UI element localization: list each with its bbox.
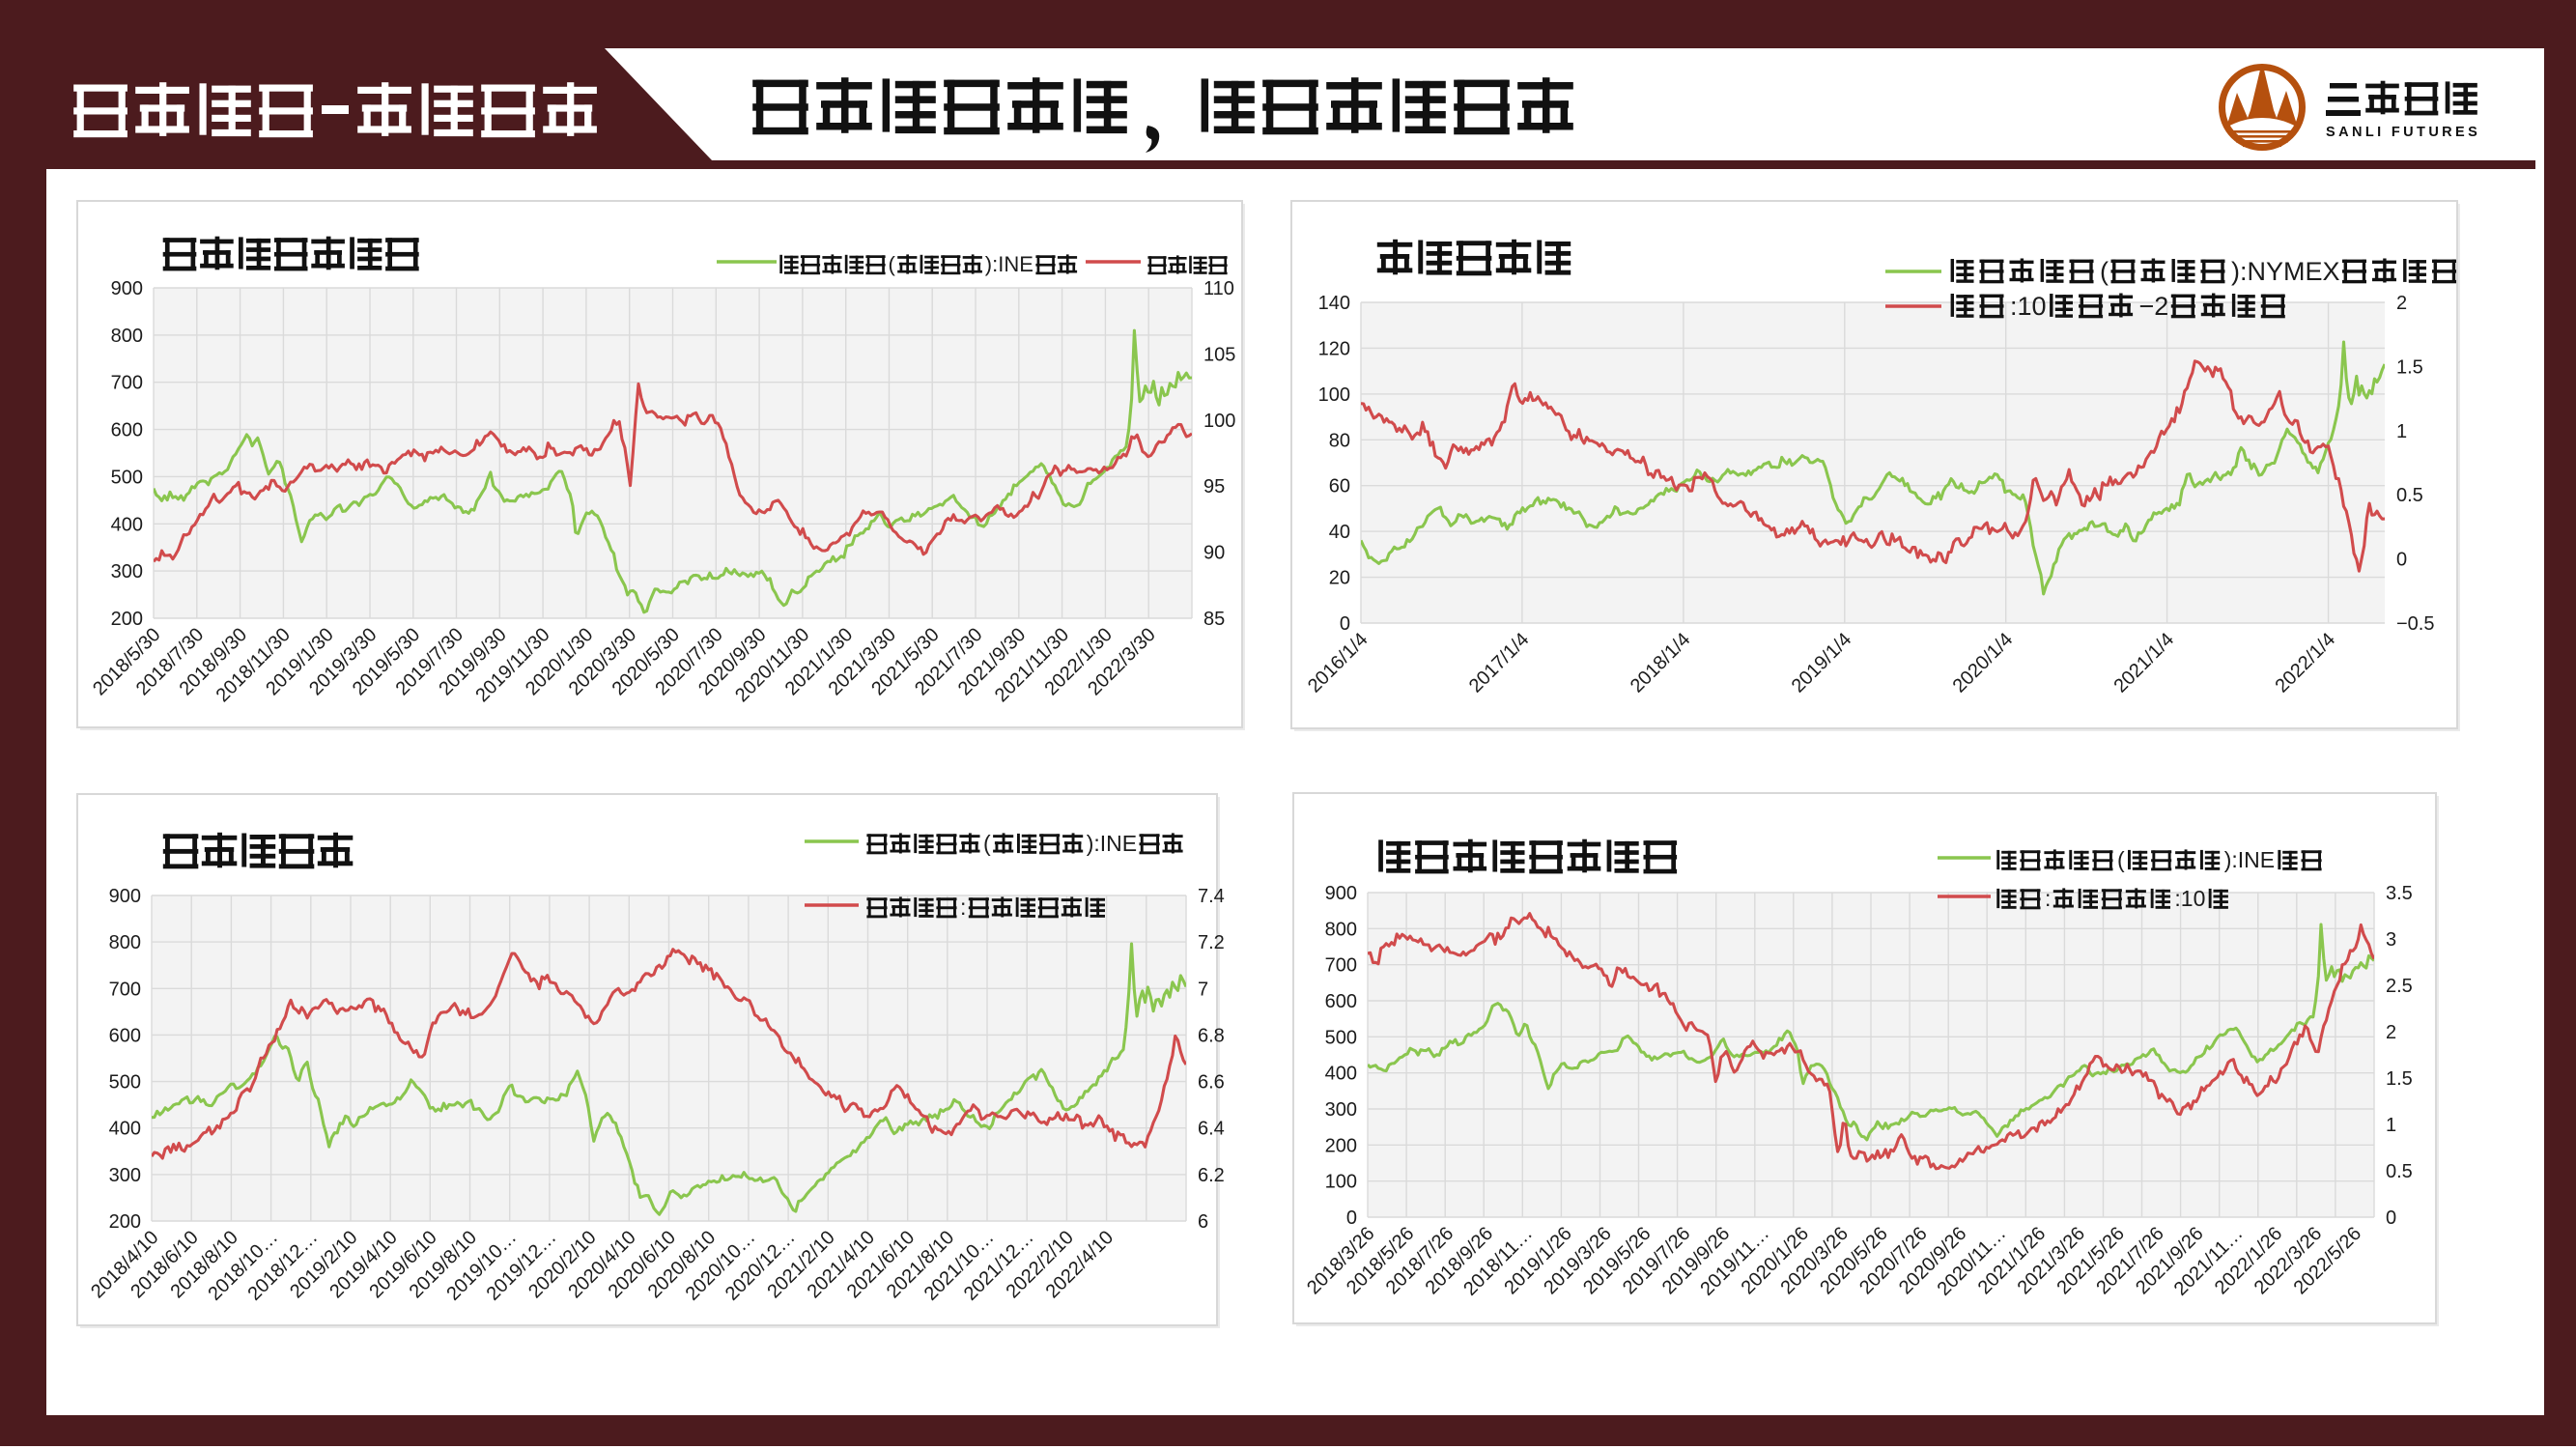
svg-text:SANLI FUTURES: SANLI FUTURES — [2326, 125, 2480, 140]
svg-text:300: 300 — [109, 1165, 141, 1186]
svg-text:500: 500 — [111, 467, 143, 488]
svg-text:700: 700 — [1325, 955, 1357, 977]
svg-text:300: 300 — [1325, 1099, 1357, 1121]
svg-text:200: 200 — [109, 1211, 141, 1233]
svg-text:):INE: ):INE — [985, 252, 1033, 276]
svg-text:900: 900 — [1325, 883, 1357, 904]
svg-text:0: 0 — [2396, 550, 2407, 571]
svg-text:40: 40 — [1329, 522, 1350, 543]
svg-text::10: :10 — [2010, 292, 2047, 321]
svg-text:900: 900 — [111, 278, 143, 299]
svg-text:120: 120 — [1318, 338, 1350, 359]
svg-text:6: 6 — [1198, 1211, 1208, 1233]
svg-text:6.2: 6.2 — [1198, 1165, 1225, 1186]
svg-text:2.5: 2.5 — [2386, 976, 2413, 997]
svg-text:900: 900 — [109, 886, 141, 907]
svg-text:3.5: 3.5 — [2386, 883, 2413, 904]
svg-text:85: 85 — [1203, 609, 1225, 630]
svg-text::: : — [2045, 886, 2051, 911]
svg-text:700: 700 — [109, 979, 141, 1000]
svg-text:7.4: 7.4 — [1198, 886, 1225, 907]
svg-text:−0.5: −0.5 — [2396, 613, 2434, 635]
svg-text:(: ( — [983, 831, 991, 856]
svg-text:0.5: 0.5 — [2396, 485, 2423, 506]
svg-text:600: 600 — [1325, 991, 1357, 1012]
svg-text:7: 7 — [1198, 979, 1208, 1000]
svg-text::: : — [960, 895, 966, 920]
svg-text:200: 200 — [1325, 1135, 1357, 1156]
svg-text:2: 2 — [2396, 293, 2407, 314]
svg-text:700: 700 — [111, 373, 143, 394]
svg-text:600: 600 — [111, 420, 143, 441]
svg-text:600: 600 — [109, 1025, 141, 1046]
svg-text:400: 400 — [1325, 1064, 1357, 1085]
svg-text:100: 100 — [1318, 384, 1350, 406]
svg-text:):NYMEX: ):NYMEX — [2231, 257, 2340, 286]
svg-text:1.5: 1.5 — [2396, 356, 2423, 378]
svg-text:1.5: 1.5 — [2386, 1068, 2413, 1090]
svg-text:500: 500 — [1325, 1027, 1357, 1048]
svg-text:6.4: 6.4 — [1198, 1119, 1225, 1140]
svg-text:0: 0 — [1346, 1208, 1357, 1229]
svg-text:6.8: 6.8 — [1198, 1025, 1225, 1046]
svg-text:0.5: 0.5 — [2386, 1161, 2413, 1182]
svg-text:2: 2 — [2386, 1022, 2396, 1043]
svg-text:800: 800 — [1325, 919, 1357, 940]
svg-text:100: 100 — [1325, 1172, 1357, 1193]
svg-text:300: 300 — [111, 561, 143, 582]
svg-text:110: 110 — [1203, 278, 1234, 299]
svg-text:0: 0 — [1340, 613, 1350, 635]
svg-text:500: 500 — [109, 1072, 141, 1094]
svg-text:90: 90 — [1203, 543, 1225, 564]
svg-text:(: ( — [2117, 847, 2125, 872]
svg-text:80: 80 — [1329, 430, 1350, 451]
svg-text::10: :10 — [2174, 886, 2205, 911]
svg-text:400: 400 — [109, 1119, 141, 1140]
svg-text:6.6: 6.6 — [1198, 1072, 1225, 1094]
svg-text:3: 3 — [2386, 929, 2396, 951]
svg-text:200: 200 — [111, 609, 143, 630]
svg-text:(: ( — [2100, 257, 2109, 286]
svg-text:):INE: ):INE — [1087, 831, 1137, 856]
svg-text:800: 800 — [111, 326, 143, 347]
svg-text:1: 1 — [2386, 1115, 2396, 1136]
svg-text:100: 100 — [1203, 411, 1235, 432]
svg-text:95: 95 — [1203, 476, 1225, 497]
svg-text:800: 800 — [109, 932, 141, 953]
svg-text:400: 400 — [111, 514, 143, 535]
svg-text:):INE: ):INE — [2224, 847, 2275, 872]
svg-text:60: 60 — [1329, 476, 1350, 497]
svg-text:140: 140 — [1318, 293, 1350, 314]
svg-text:105: 105 — [1203, 344, 1235, 365]
svg-text:(: ( — [889, 252, 896, 276]
svg-text:1: 1 — [2396, 421, 2407, 442]
svg-text:7.2: 7.2 — [1198, 932, 1225, 953]
svg-text:−2: −2 — [2139, 292, 2169, 321]
svg-text:0: 0 — [2386, 1208, 2396, 1229]
svg-text:20: 20 — [1329, 568, 1350, 589]
